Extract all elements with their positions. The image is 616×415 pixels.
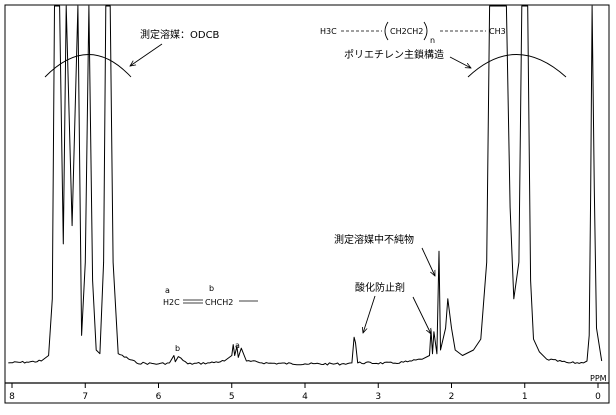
impurity-arrow	[421, 247, 435, 276]
solvent-bracket-left	[44, 54, 132, 78]
x-axis-tick-labels: 8 7 6 5 4 3 2 1 0	[9, 392, 601, 402]
x-tick-label-8: 8	[9, 392, 15, 402]
formula-subscript: n	[430, 36, 435, 45]
x-tick-label-0: 0	[595, 392, 601, 402]
vinyl-label-b: b	[209, 284, 214, 293]
x-tick-label-6: 6	[156, 392, 162, 402]
antioxidant-arrow-right	[412, 296, 431, 334]
solvent-label: 測定溶媒：ODCB	[140, 28, 220, 41]
x-tick-label-2: 2	[449, 392, 455, 402]
x-tick-label-1: 1	[522, 392, 528, 402]
formula-left-group: H3C	[320, 27, 337, 36]
plot-frame	[4, 4, 610, 404]
formula-right-group: CH3	[489, 27, 506, 36]
polymer-label: ポリエチレン主鎖構造	[344, 48, 444, 61]
formula-repeat-unit: CH2CH2	[390, 27, 423, 36]
antioxidant-label: 酸化防止剤	[355, 281, 405, 294]
x-tick-label-3: 3	[375, 392, 381, 402]
x-tick-label-5: 5	[229, 392, 235, 402]
polyethylene-formula: H3C CH2CH2 n CH3	[320, 21, 506, 45]
solvent-arrow	[130, 43, 163, 66]
x-tick-label-7: 7	[82, 392, 88, 402]
peak-label-a: a	[235, 341, 240, 350]
formula-open-paren	[384, 21, 389, 41]
peak-label-b: b	[175, 344, 180, 353]
spectrum-trace	[8, 5, 603, 366]
x-tick-label-4: 4	[302, 392, 308, 402]
vinyl-label-a: a	[165, 286, 170, 295]
antioxidant-arrow-left	[363, 295, 376, 333]
solvent-bracket-right	[467, 54, 567, 78]
vinyl-left-group: H2C	[163, 298, 180, 307]
vinyl-structure: a b H2C CHCH2	[163, 284, 258, 307]
formula-close-paren	[423, 21, 428, 41]
polymer-arrow	[449, 56, 471, 68]
impurity-label: 測定溶媒中不純物	[334, 233, 414, 246]
x-axis-label: PPM	[590, 374, 607, 383]
x-axis-ticks	[11, 383, 599, 388]
vinyl-right-group: CHCH2	[205, 298, 233, 307]
